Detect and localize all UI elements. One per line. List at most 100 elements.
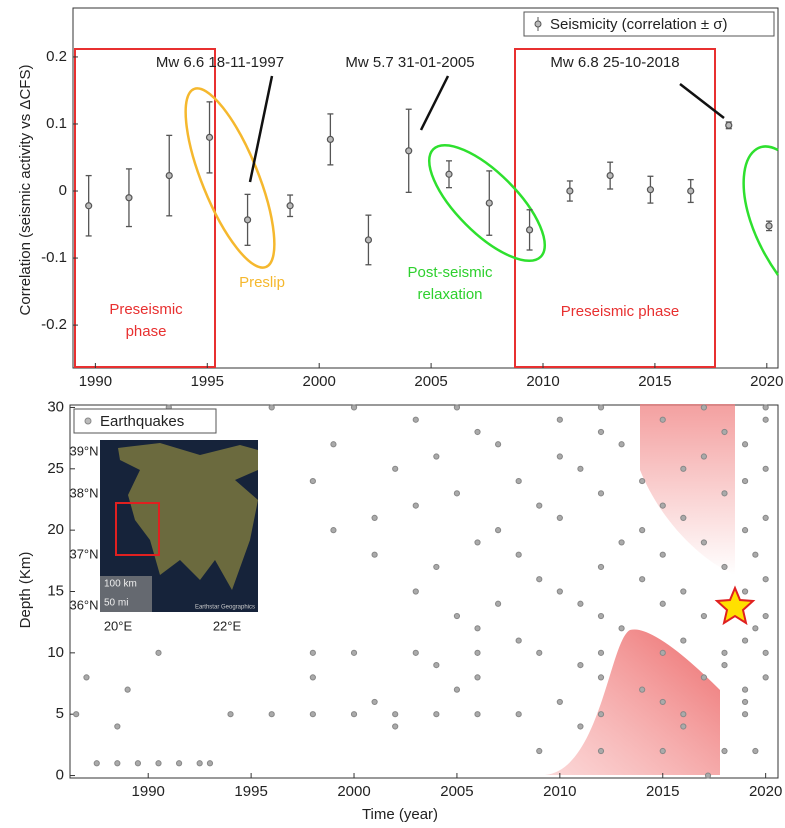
- earthquake-point: [701, 405, 706, 410]
- y-tick-label: 30: [47, 398, 64, 415]
- data-point: [406, 148, 412, 154]
- earthquake-point: [454, 687, 459, 692]
- earthquake-point: [537, 650, 542, 655]
- earthquake-point: [742, 687, 747, 692]
- x-tick-label: 2010: [543, 783, 576, 800]
- earthquake-point: [660, 650, 665, 655]
- earthquake-point: [660, 601, 665, 606]
- earthquake-point: [742, 712, 747, 717]
- data-point: [365, 237, 371, 243]
- earthquake-point: [475, 650, 480, 655]
- earthquake-point: [705, 773, 710, 778]
- annotation: Mw 6.8 25-10-2018: [550, 54, 679, 71]
- inset-credit: Earthstar Geographics: [195, 605, 255, 611]
- earthquake-point: [660, 552, 665, 557]
- earthquake-point: [434, 663, 439, 668]
- y-tick-label: 20: [47, 521, 64, 538]
- earthquake-point: [495, 528, 500, 533]
- page: {"chart_data": [ {"type": "errorbar", "y…: [0, 0, 785, 828]
- data-point: [567, 188, 573, 194]
- x-tick-label: 2005: [414, 373, 447, 390]
- earthquake-point: [74, 712, 79, 717]
- earthquake-point: [434, 564, 439, 569]
- earthquake-point: [763, 417, 768, 422]
- earthquake-point: [310, 712, 315, 717]
- x-tick-label: 2015: [638, 373, 671, 390]
- x-tick-label: 2020: [750, 373, 783, 390]
- earthquake-point: [742, 638, 747, 643]
- y-tick-label: 0.1: [46, 115, 67, 132]
- earthquake-point: [701, 540, 706, 545]
- earthquake-point: [701, 675, 706, 680]
- earthquake-point: [372, 699, 377, 704]
- earthquake-point: [578, 663, 583, 668]
- earthquake-point: [372, 515, 377, 520]
- earthquake-point: [578, 724, 583, 729]
- earthquake-point: [640, 478, 645, 483]
- y-tick-label: 25: [47, 460, 64, 477]
- x-tick-label: 1990: [132, 783, 165, 800]
- earthquake-point: [393, 466, 398, 471]
- earthquake-point: [557, 515, 562, 520]
- earthquake-point: [598, 748, 603, 753]
- x-tick-label: 2010: [526, 373, 559, 390]
- earthquake-point: [135, 761, 140, 766]
- legend-symbol: [535, 21, 541, 27]
- earthquake-point: [763, 466, 768, 471]
- earthquake-point: [763, 577, 768, 582]
- earthquake-point: [228, 712, 233, 717]
- earthquake-point: [763, 650, 768, 655]
- earthquake-point: [393, 712, 398, 717]
- earthquake-point: [454, 405, 459, 410]
- earthquake-point: [722, 564, 727, 569]
- y-tick-label: 5: [56, 705, 64, 722]
- earthquake-point: [84, 675, 89, 680]
- earthquake-point: [619, 540, 624, 545]
- x-tick-label: 1995: [234, 783, 267, 800]
- data-point: [245, 217, 251, 223]
- earthquake-point: [557, 699, 562, 704]
- earthquake-point: [640, 528, 645, 533]
- earthquake-point: [495, 442, 500, 447]
- earthquake-point: [753, 626, 758, 631]
- earthquake-point: [598, 564, 603, 569]
- legend-symbol: [85, 418, 91, 424]
- earthquake-point: [681, 638, 686, 643]
- earthquake-point: [475, 540, 480, 545]
- data-point: [647, 187, 653, 193]
- earthquake-point: [176, 761, 181, 766]
- earthquake-point: [454, 613, 459, 618]
- earthquake-point: [516, 478, 521, 483]
- earthquake-point: [310, 478, 315, 483]
- data-point: [688, 188, 694, 194]
- inset-lat-label: 39°N: [69, 443, 98, 458]
- earthquake-point: [557, 417, 562, 422]
- earthquake-point: [640, 577, 645, 582]
- earthquake-point: [475, 626, 480, 631]
- earthquake-point: [598, 491, 603, 496]
- earthquake-point: [156, 650, 161, 655]
- earthquake-point: [598, 675, 603, 680]
- earthquake-point: [537, 503, 542, 508]
- earthquake-point: [351, 712, 356, 717]
- earthquake-point: [516, 552, 521, 557]
- earthquake-point: [537, 748, 542, 753]
- earthquake-point: [331, 442, 336, 447]
- earthquake-point: [269, 405, 274, 410]
- earthquake-point: [701, 613, 706, 618]
- earthquake-point: [557, 454, 562, 459]
- earthquake-point: [722, 429, 727, 434]
- earthquake-point: [393, 724, 398, 729]
- data-point: [726, 122, 732, 128]
- earthquake-point: [454, 491, 459, 496]
- earthquake-point: [331, 528, 336, 533]
- earthquake-point: [660, 748, 665, 753]
- earthquake-point: [115, 724, 120, 729]
- earthquake-point: [660, 503, 665, 508]
- earthquake-point: [619, 626, 624, 631]
- earthquake-point: [598, 613, 603, 618]
- earthquake-point: [742, 528, 747, 533]
- earthquake-point: [413, 503, 418, 508]
- earthquake-point: [681, 466, 686, 471]
- earthquake-point: [763, 613, 768, 618]
